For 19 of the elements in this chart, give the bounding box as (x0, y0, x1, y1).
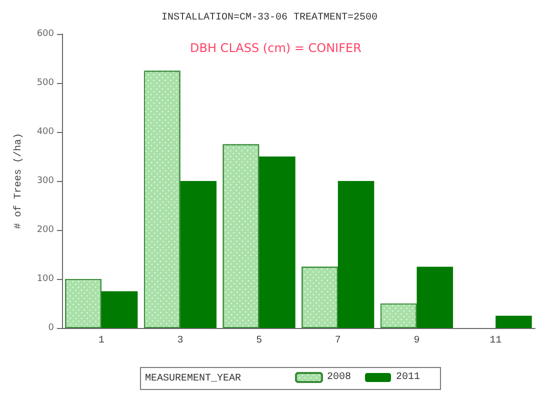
legend-title: MEASUREMENT_YEAR (145, 374, 242, 384)
legend-label: 2011 (396, 372, 420, 383)
x-tick-label: 5 (256, 336, 262, 346)
chart-title: INSTALLATION=CM-33-06 TREATMENT=2500 (161, 12, 378, 24)
y-tick-label: 0 (48, 323, 54, 333)
x-tick-label: 3 (177, 336, 184, 346)
y-tick-label: 500 (36, 78, 54, 88)
x-tick-label: 11 (490, 336, 502, 346)
y-tick-label: 600 (36, 29, 54, 39)
y-tick-label: 300 (36, 176, 54, 186)
y-tick-label: 200 (36, 225, 54, 235)
x-tick-label: 7 (334, 336, 341, 346)
x-tick-label: 1 (98, 336, 104, 346)
annotation: DBH CLASS (cm) = CONIFER (190, 41, 362, 55)
legend-label: 2008 (327, 372, 352, 383)
y-tick-label: 100 (36, 274, 54, 284)
x-tick-label: 9 (414, 336, 420, 346)
y-tick-label: 400 (36, 127, 54, 137)
y-axis-title: # of Trees (/ha) (12, 132, 24, 230)
